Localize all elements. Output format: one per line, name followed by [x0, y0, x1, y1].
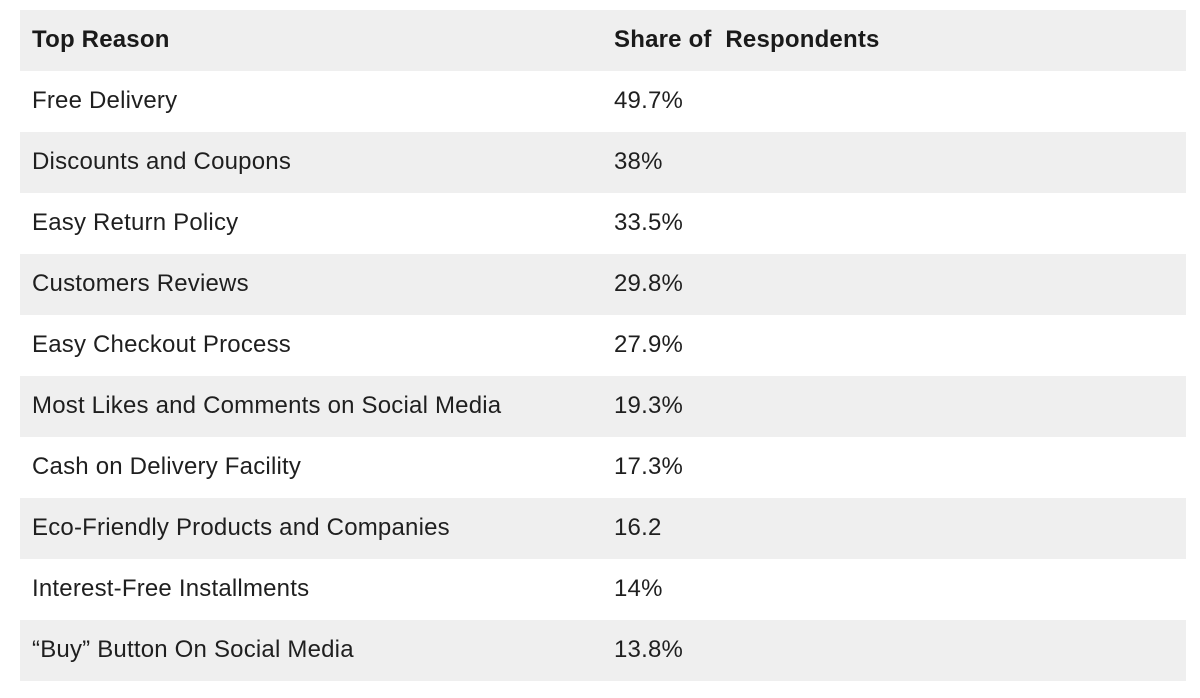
table-row: Easy Checkout Process 27.9% [20, 315, 1186, 376]
reason-cell: Customers Reviews [32, 270, 249, 298]
share-cell: 33.5% [614, 209, 684, 237]
share-cell: 13.8% [614, 636, 684, 664]
share-cell: 27.9% [614, 331, 684, 359]
column-header-top-reason: Top Reason [32, 26, 170, 54]
share-cell: 38% [614, 148, 663, 176]
reason-cell: Most Likes and Comments on Social Media [32, 392, 502, 420]
table-row: “Buy” Button On Social Media 13.8% [20, 620, 1186, 681]
reason-cell: Interest-Free Installments [32, 575, 310, 603]
table-row: Interest-Free Installments 14% [20, 559, 1186, 620]
reason-cell: Easy Checkout Process [32, 331, 291, 359]
share-cell: 49.7% [614, 87, 684, 115]
table-row: Customers Reviews 29.8% [20, 254, 1186, 315]
share-cell: 14% [614, 575, 663, 603]
table-row: Easy Return Policy 33.5% [20, 193, 1186, 254]
table-header-row: Top Reason Share of Respondents [20, 10, 1186, 71]
table-row: Cash on Delivery Facility 17.3% [20, 437, 1186, 498]
table-row: Discounts and Coupons 38% [20, 132, 1186, 193]
reason-cell: Eco-Friendly Products and Companies [32, 514, 450, 542]
reason-cell: Cash on Delivery Facility [32, 453, 302, 481]
reason-cell: Easy Return Policy [32, 209, 239, 237]
reason-cell: Free Delivery [32, 87, 178, 115]
share-cell: 16.2 [614, 514, 662, 542]
table-row: Free Delivery 49.7% [20, 71, 1186, 132]
table-row: Eco-Friendly Products and Companies 16.2 [20, 498, 1186, 559]
share-cell: 17.3% [614, 453, 684, 481]
reason-cell: Discounts and Coupons [32, 148, 292, 176]
table-row: Most Likes and Comments on Social Media … [20, 376, 1186, 437]
top-reasons-table: Top Reason Share of Respondents Free Del… [20, 10, 1186, 681]
reason-cell: “Buy” Button On Social Media [32, 636, 354, 664]
share-cell: 19.3% [614, 392, 684, 420]
share-cell: 29.8% [614, 270, 684, 298]
column-header-share-of-respondents: Share of Respondents [614, 26, 880, 54]
